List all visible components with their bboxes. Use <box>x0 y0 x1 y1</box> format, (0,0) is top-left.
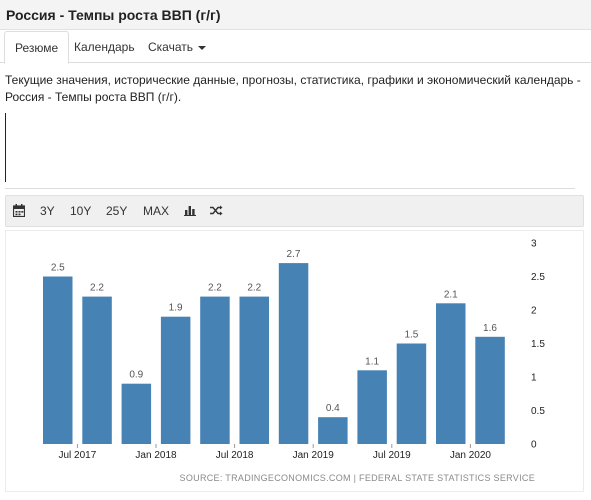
y-tick-label: 2.5 <box>531 272 545 283</box>
bar-q4-2018[interactable] <box>278 263 309 444</box>
bar-value-label: 1.5 <box>404 330 418 341</box>
tab-download[interactable]: Скачать <box>138 31 216 63</box>
chevron-down-icon <box>198 45 206 50</box>
x-tick-label: Jan 2018 <box>135 450 177 461</box>
y-tick-label: 1 <box>531 373 537 384</box>
x-tick-label: Jul 2017 <box>58 450 96 461</box>
bar-value-label: 1.9 <box>169 303 183 314</box>
range-10y-button[interactable]: 10Y <box>70 204 92 218</box>
bar-value-label: 2.1 <box>444 289 458 300</box>
tab-bar: Резюме Календарь Скачать <box>0 31 591 64</box>
tab-download-label: Скачать <box>148 40 193 54</box>
bar-value-label: 2.2 <box>90 283 104 294</box>
y-tick-label: 2 <box>531 306 537 317</box>
chart-source: SOURCE: TRADINGECONOMICS.COM | FEDERAL S… <box>180 473 535 483</box>
bar-q4-2017[interactable] <box>121 383 152 444</box>
divider <box>5 188 575 189</box>
bar-value-label: 2.2 <box>247 283 261 294</box>
range-3y-button[interactable]: 3Y <box>40 204 55 218</box>
bar-q3-2018[interactable] <box>239 296 270 444</box>
y-tick-label: 3 <box>531 239 537 250</box>
bar-value-label: 0.4 <box>326 403 340 414</box>
bar-q1-2019[interactable] <box>318 417 348 444</box>
bar-q1-2020[interactable] <box>475 336 505 444</box>
y-tick-label: 1.5 <box>531 339 545 350</box>
bar-q2-2019[interactable] <box>357 370 387 444</box>
shuffle-icon[interactable] <box>210 205 223 217</box>
page-description: Текущие значения, исторические данные, п… <box>5 73 581 104</box>
range-max-button[interactable]: MAX <box>143 204 170 218</box>
page-title: Россия - Темпы роста ВВП (г/г) <box>0 0 591 30</box>
y-tick-label: 0.5 <box>531 406 545 417</box>
bar-value-label: 2.2 <box>208 283 222 294</box>
x-tick-label: Jul 2018 <box>216 450 254 461</box>
bar-chart-icon[interactable] <box>184 205 196 217</box>
bar-value-label: 2.7 <box>287 249 301 260</box>
bar-q3-2017[interactable] <box>82 296 112 444</box>
range-25y-button[interactable]: 25Y <box>106 204 128 218</box>
calendar-icon[interactable] <box>12 204 26 218</box>
x-tick-label: Jan 2020 <box>450 450 492 461</box>
bar-value-label: 1.6 <box>483 323 497 334</box>
bar-q2-2017[interactable] <box>43 276 73 445</box>
tab-calendar[interactable]: Календарь <box>74 40 135 54</box>
bar-q2-2018[interactable] <box>200 296 230 444</box>
y-tick-label: 0 <box>531 440 537 451</box>
bar-value-label: 2.5 <box>51 263 65 274</box>
x-tick-label: Jul 2019 <box>373 450 411 461</box>
bar-q4-2019[interactable] <box>436 303 466 444</box>
tab-summary[interactable]: Резюме <box>4 31 70 64</box>
bar-value-label: 1.1 <box>365 356 379 367</box>
x-tick-label: Jan 2019 <box>293 450 335 461</box>
bar-q1-2018[interactable] <box>160 316 191 444</box>
text-cursor <box>5 113 6 182</box>
bar-q3-2019[interactable] <box>396 343 427 445</box>
bar-value-label: 0.9 <box>129 370 143 381</box>
chart-toolbar: 3Y 10Y 25Y MAX <box>5 195 584 227</box>
